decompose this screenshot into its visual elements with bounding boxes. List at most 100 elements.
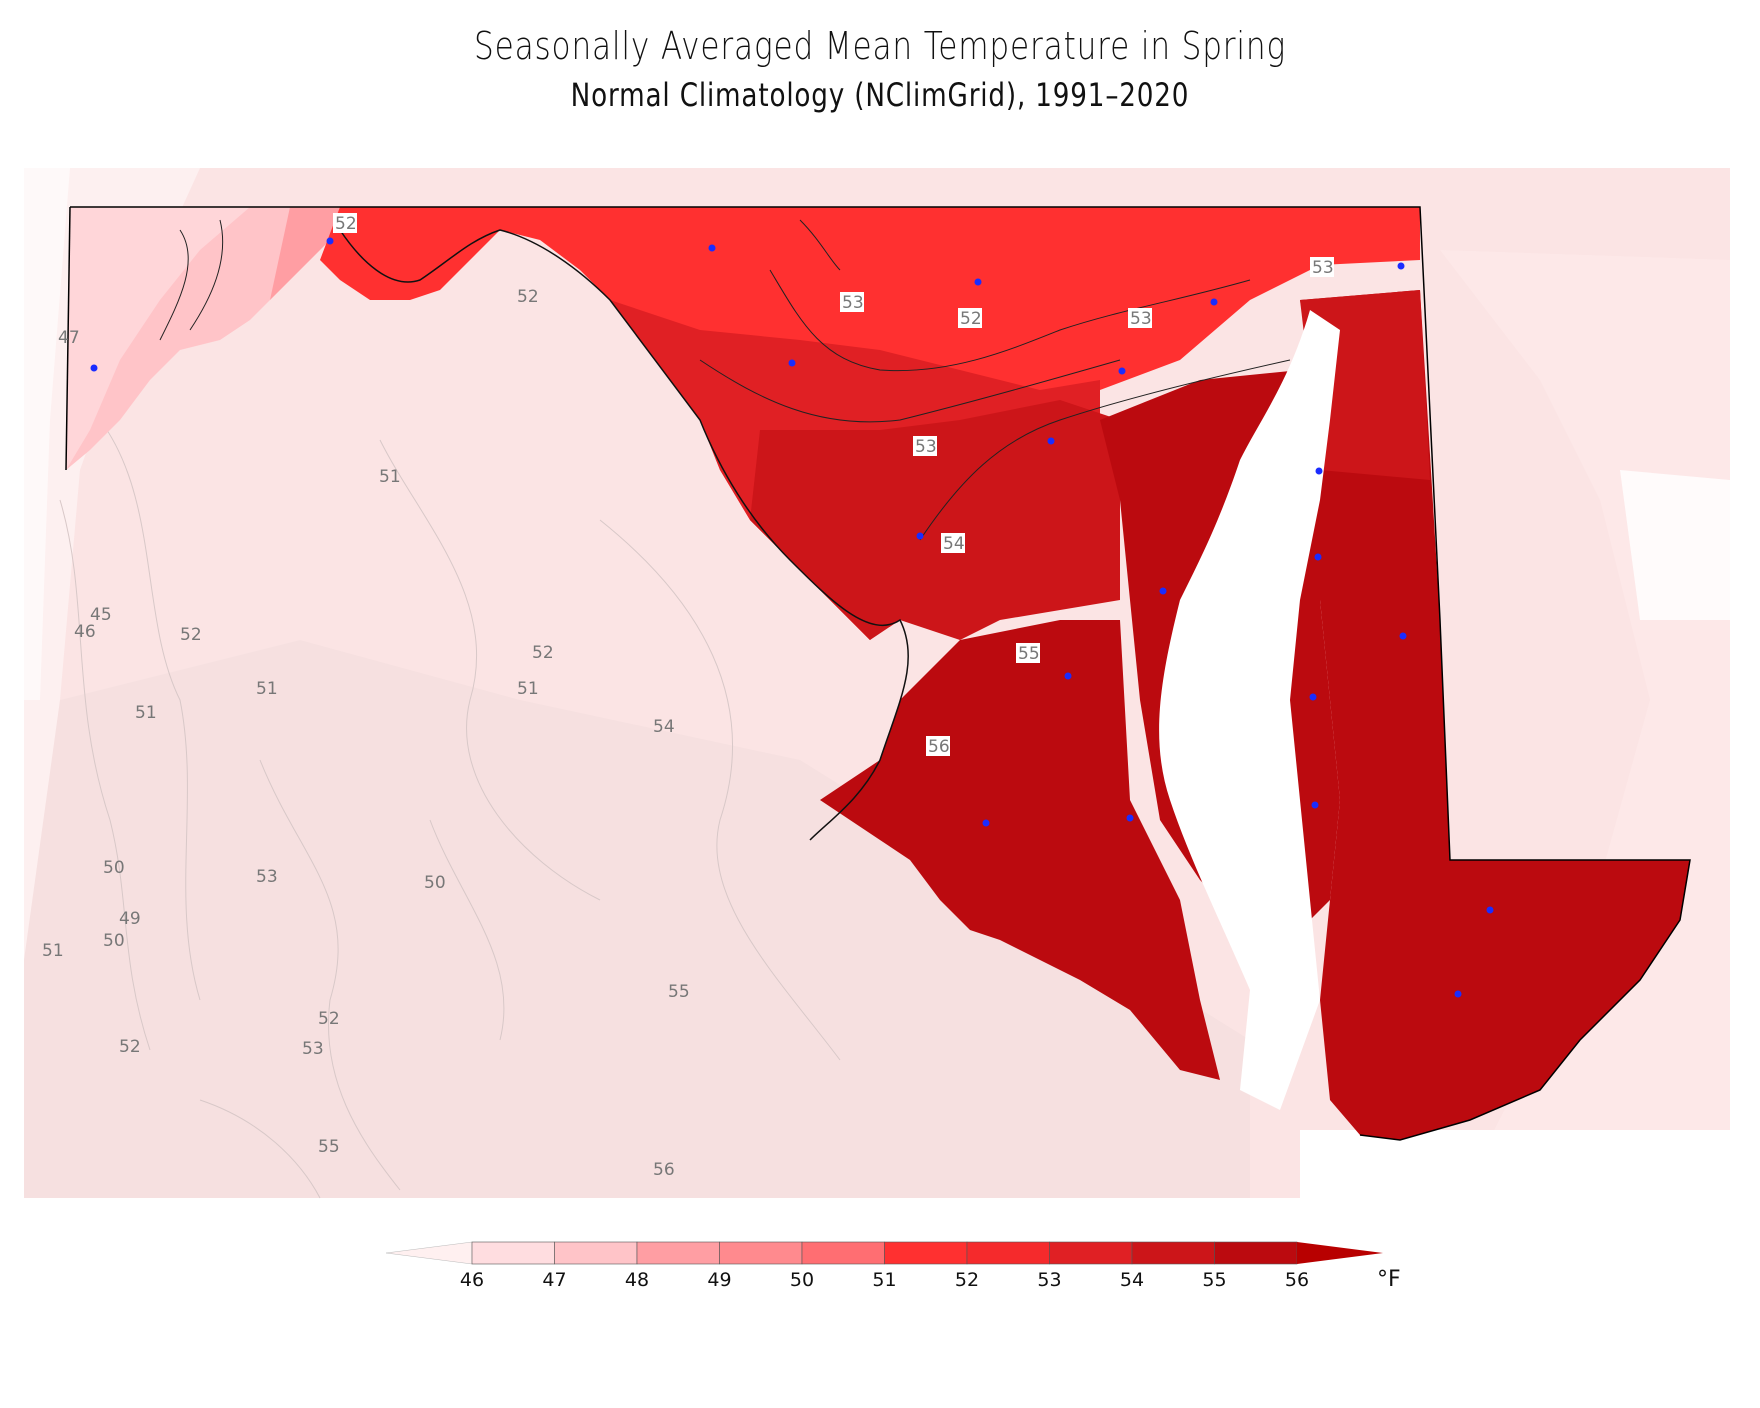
- svg-text:55: 55: [318, 1137, 340, 1157]
- contour-label: 51: [256, 679, 278, 699]
- colorbar-tick-label: 52: [955, 1269, 979, 1291]
- colorbar-unit-label: °F: [1377, 1267, 1401, 1292]
- ocean-south-gap: [1300, 1130, 1760, 1198]
- colorbar-swatch: [1214, 1241, 1298, 1265]
- svg-text:53: 53: [842, 293, 864, 313]
- state-border: [70, 206, 1691, 1141]
- svg-text:45: 45: [90, 605, 112, 625]
- svg-text:53: 53: [256, 867, 278, 887]
- colorbar-swatch: [801, 1241, 885, 1265]
- colorbar-over-arrow: [1297, 1242, 1383, 1264]
- svg-text:51: 51: [379, 467, 401, 487]
- station-dot: [1210, 298, 1218, 306]
- chesapeake-bay: [1159, 310, 1340, 1110]
- station-dot: [1399, 632, 1407, 640]
- contour-label: 53: [1310, 257, 1334, 278]
- colorbar-swatch: [1049, 1241, 1133, 1265]
- station-dot: [1309, 693, 1317, 701]
- station-dot: [1047, 437, 1055, 445]
- svg-text:52: 52: [532, 643, 554, 663]
- contour-label: 52: [180, 625, 202, 645]
- svg-text:55: 55: [668, 982, 690, 1002]
- svg-text:54: 54: [653, 717, 675, 737]
- colorbar-swatch: [636, 1241, 720, 1265]
- colorbar-swatch: [554, 1241, 638, 1265]
- svg-text:51: 51: [517, 679, 539, 699]
- contour-label: 53: [302, 1039, 324, 1059]
- station-dot: [974, 278, 982, 286]
- contour-labels: 52 52 53 52 53 53 53 54 55 56 47 51 45 4…: [42, 213, 1334, 1180]
- station-markers: [90, 237, 1494, 998]
- station-dot: [90, 364, 98, 372]
- svg-text:49: 49: [119, 909, 141, 929]
- station-dot: [1311, 801, 1319, 809]
- potomac-border: [339, 229, 910, 841]
- contour-label: 52: [333, 213, 357, 234]
- contour-label: 45: [90, 605, 112, 625]
- svg-text:56: 56: [928, 737, 950, 757]
- west-coldest-field: [24, 168, 70, 700]
- south-field: [24, 640, 1250, 1198]
- svg-text:50: 50: [103, 931, 125, 951]
- contour-label: 50: [424, 873, 446, 893]
- svg-text:51: 51: [256, 679, 278, 699]
- contour-label: 50: [103, 858, 125, 878]
- svg-text:55: 55: [1018, 644, 1040, 664]
- contour-label: 51: [135, 703, 157, 723]
- contour-label: 54: [941, 533, 965, 554]
- svg-text:52: 52: [960, 309, 982, 329]
- station-dot: [1314, 553, 1322, 561]
- svg-text:53: 53: [1312, 258, 1334, 278]
- colorbar-tick-label: 49: [707, 1269, 731, 1291]
- svg-text:52: 52: [318, 1009, 340, 1029]
- svg-text:54: 54: [943, 534, 965, 554]
- colorbar-tick-label: 53: [1037, 1269, 1061, 1291]
- colorbar-tick-label: 47: [542, 1269, 566, 1291]
- colorbar-tick-label: 55: [1202, 1269, 1226, 1291]
- map-title: Seasonally Averaged Mean Temperature in …: [473, 24, 1287, 68]
- contour-label: 55: [318, 1137, 340, 1157]
- contour-label: 52: [119, 1037, 141, 1057]
- svg-text:53: 53: [915, 437, 937, 457]
- contour-label: 50: [103, 931, 125, 951]
- contour-label: 52: [318, 1009, 340, 1029]
- colorbar-swatch: [471, 1241, 555, 1265]
- contour-label: 54: [653, 717, 675, 737]
- svg-text:51: 51: [135, 703, 157, 723]
- contour-label: 56: [653, 1160, 675, 1180]
- colorbar-under-arrow: [385, 1241, 473, 1265]
- colorbar-tick-label: 50: [790, 1269, 814, 1291]
- colorbar-swatch: [719, 1241, 803, 1265]
- svg-text:52: 52: [119, 1037, 141, 1057]
- colorbar-swatch: [1131, 1241, 1215, 1265]
- station-dot: [1064, 672, 1072, 680]
- title-block: Seasonally Averaged Mean Temperature in …: [0, 24, 1760, 114]
- svg-text:53: 53: [1130, 309, 1152, 329]
- svg-text:50: 50: [424, 873, 446, 893]
- map-subtitle: Normal Climatology (NClimGrid), 1991–202…: [570, 76, 1190, 114]
- colorbar: 46 47 48 49 50 51 52 53 54 55 56 °F: [385, 1241, 1401, 1292]
- station-dot: [982, 819, 990, 827]
- station-dot: [788, 359, 796, 367]
- svg-text:47: 47: [58, 328, 80, 348]
- contour-label: 46: [74, 622, 96, 642]
- station-dot: [708, 244, 716, 252]
- contour-label: 51: [517, 679, 539, 699]
- station-dot: [1454, 990, 1462, 998]
- svg-text:46: 46: [74, 622, 96, 642]
- station-dot: [1486, 906, 1494, 914]
- colorbar-tick-label: 51: [872, 1269, 896, 1291]
- colorbar-swatch: [966, 1241, 1050, 1265]
- ocean-east-gap: [1620, 470, 1730, 620]
- colorbar-swatch: [884, 1241, 968, 1265]
- contour-label: 55: [1016, 643, 1040, 664]
- station-dot: [1159, 587, 1167, 595]
- station-dot: [1126, 814, 1134, 822]
- svg-text:56: 56: [653, 1160, 675, 1180]
- contour-label: 49: [119, 909, 141, 929]
- colorbar-tick-label: 48: [625, 1269, 649, 1291]
- svg-text:52: 52: [517, 287, 539, 307]
- west-border: [65, 206, 71, 471]
- contour-label: 53: [913, 436, 937, 457]
